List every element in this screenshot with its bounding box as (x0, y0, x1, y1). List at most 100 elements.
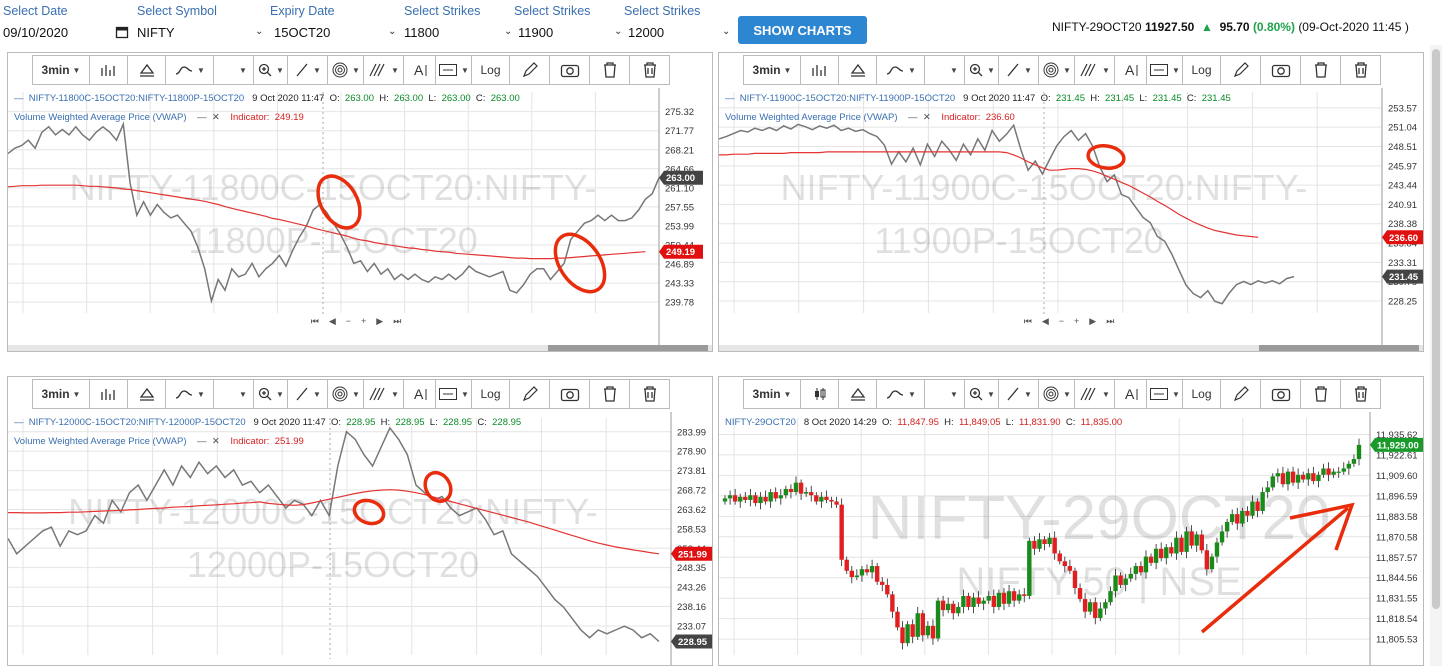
camera-tool-button[interactable] (550, 379, 590, 409)
nav-minus-button[interactable]: − (1058, 316, 1064, 326)
text-tool-button[interactable]: A (1115, 379, 1147, 409)
nav-prev-button[interactable]: ◀ (328, 316, 336, 326)
fib-tool-button[interactable]: ▼ (1075, 55, 1115, 85)
camera-tool-button[interactable] (1261, 379, 1301, 409)
crosshair-tool-button[interactable]: ▼ (925, 55, 965, 85)
fib-tool-button[interactable]: ▼ (364, 55, 404, 85)
fib-tool-button[interactable]: ▼ (1075, 379, 1115, 409)
interval-select[interactable]: 3min ▼ (32, 55, 90, 85)
strike2-selector[interactable]: Select Strikes 11900 ⌄ (514, 4, 624, 40)
strike3-selector[interactable]: Select Strikes 12000 ⌄ (624, 4, 734, 40)
nav-minus-button[interactable]: − (345, 316, 351, 326)
nav-last-button[interactable]: ⏭ (1106, 316, 1115, 326)
line-type-tool-button[interactable]: ▼ (166, 55, 214, 85)
text-tool-button[interactable]: A (404, 55, 436, 85)
trash-tool-button[interactable] (1301, 379, 1341, 409)
close-icon[interactable]: — ✕ (186, 112, 231, 123)
strike1-select[interactable]: 11800 (404, 24, 440, 40)
symbol-select[interactable]: NIFTY (137, 24, 175, 40)
circle-target-tool-button[interactable]: ▼ (328, 55, 364, 85)
text-tool-button[interactable]: A (404, 379, 436, 409)
date-selector[interactable]: Select Date 09/10/2020 (3, 4, 131, 40)
strike2-select[interactable]: 11900 (518, 24, 554, 40)
nav-last-button[interactable]: ⏭ (393, 316, 402, 326)
zoom-tool-button[interactable]: ▼ (965, 379, 999, 409)
interval-select[interactable]: 3min ▼ (743, 55, 801, 85)
text-tool-button[interactable]: A (1115, 55, 1147, 85)
candle-tool-button[interactable] (801, 379, 839, 409)
log-toggle[interactable]: Log (1183, 379, 1221, 409)
measure-tool-button[interactable]: ▼ (436, 55, 472, 85)
drawing-tool-button[interactable] (128, 55, 166, 85)
chart-canvas[interactable]: 283.99278.90273.81268.72263.62258.53253.… (8, 377, 713, 666)
trendline-tool-button[interactable]: ▼ (288, 379, 328, 409)
nav-prev-button[interactable]: ◀ (1041, 316, 1049, 326)
trendline-tool-button[interactable]: ▼ (288, 55, 328, 85)
clear-tool-button[interactable] (1341, 55, 1381, 85)
expiry-selector[interactable]: Expiry Date 15OCT20 ⌄ (270, 4, 398, 40)
chart-horizontal-scrollbar[interactable] (8, 345, 712, 351)
show-charts-button[interactable]: SHOW CHARTS (738, 16, 867, 44)
clear-tool-button[interactable] (630, 55, 670, 85)
pencil-tool-button[interactable] (1221, 55, 1261, 85)
line-type-tool-button[interactable]: ▼ (877, 55, 925, 85)
calendar-icon[interactable] (115, 25, 129, 39)
crosshair-tool-button[interactable]: ▼ (925, 379, 965, 409)
scrollbar-thumb[interactable] (1259, 345, 1419, 351)
nav-next-button[interactable]: ▶ (1089, 316, 1097, 326)
camera-tool-button[interactable] (1261, 55, 1301, 85)
line-type-tool-button[interactable]: ▼ (166, 379, 214, 409)
trendline-tool-button[interactable]: ▼ (999, 379, 1039, 409)
scrollbar-thumb[interactable] (1432, 49, 1440, 609)
circle-target-tool-button[interactable]: ▼ (1039, 379, 1075, 409)
measure-tool-button[interactable]: ▼ (1147, 379, 1183, 409)
trash-tool-button[interactable] (590, 55, 630, 85)
chart-horizontal-scrollbar[interactable] (719, 345, 1423, 351)
clear-tool-button[interactable] (630, 379, 670, 409)
strike3-select[interactable]: 12000 (628, 24, 665, 40)
circle-target-tool-button[interactable]: ▼ (328, 379, 364, 409)
date-input[interactable]: 09/10/2020 (3, 24, 69, 40)
zoom-tool-button[interactable]: ▼ (254, 55, 288, 85)
log-toggle[interactable]: Log (472, 55, 510, 85)
line-type-tool-button[interactable]: ▼ (877, 379, 925, 409)
symbol-selector[interactable]: Select Symbol NIFTY ⌄ (137, 4, 265, 40)
interval-select[interactable]: 3min ▼ (743, 379, 801, 409)
interval-select[interactable]: 3min ▼ (32, 379, 90, 409)
nav-plus-button[interactable]: + (1074, 316, 1080, 326)
drawing-tool-button[interactable] (839, 55, 877, 85)
drawing-tool-button[interactable] (128, 379, 166, 409)
pencil-tool-button[interactable] (510, 55, 550, 85)
strike1-selector[interactable]: Select Strikes 11800 ⌄ (404, 4, 514, 40)
pencil-tool-button[interactable] (510, 379, 550, 409)
nav-next-button[interactable]: ▶ (376, 316, 384, 326)
chart-navigator[interactable]: ⏮ ◀ − + ▶ ⏭ (296, 316, 416, 327)
clear-tool-button[interactable] (1341, 379, 1381, 409)
measure-tool-button[interactable]: ▼ (436, 379, 472, 409)
close-icon[interactable]: — ✕ (186, 436, 231, 447)
measure-tool-button[interactable]: ▼ (1147, 55, 1183, 85)
nav-plus-button[interactable]: + (361, 316, 367, 326)
nav-first-button[interactable]: ⏮ (310, 316, 319, 326)
zoom-tool-button[interactable]: ▼ (965, 55, 999, 85)
log-toggle[interactable]: Log (1183, 55, 1221, 85)
zoom-tool-button[interactable]: ▼ (254, 379, 288, 409)
log-toggle[interactable]: Log (472, 379, 510, 409)
page-scrollbar[interactable] (1430, 45, 1442, 666)
fib-tool-button[interactable]: ▼ (364, 379, 404, 409)
crosshair-tool-button[interactable]: ▼ (214, 379, 254, 409)
scrollbar-thumb[interactable] (548, 345, 708, 351)
close-icon[interactable]: — ✕ (897, 112, 942, 123)
chart-navigator[interactable]: ⏮ ◀ − + ▶ ⏭ (1009, 316, 1129, 327)
pencil-tool-button[interactable] (1221, 379, 1261, 409)
expiry-select[interactable]: 15OCT20 (274, 24, 331, 40)
crosshair-tool-button[interactable]: ▼ (214, 55, 254, 85)
drawing-tool-button[interactable] (839, 379, 877, 409)
trendline-tool-button[interactable]: ▼ (999, 55, 1039, 85)
bars-tool-button[interactable] (90, 55, 128, 85)
circle-target-tool-button[interactable]: ▼ (1039, 55, 1075, 85)
trash-tool-button[interactable] (590, 379, 630, 409)
nav-first-button[interactable]: ⏮ (1023, 316, 1032, 326)
bars-tool-button[interactable] (90, 379, 128, 409)
camera-tool-button[interactable] (550, 55, 590, 85)
